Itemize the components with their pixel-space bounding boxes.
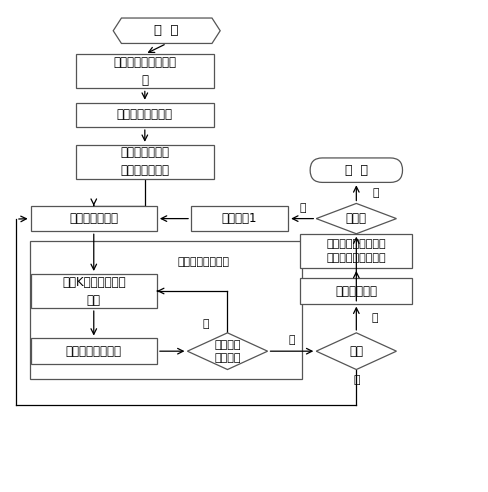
Bar — [75, 145, 214, 179]
Text: 是: 是 — [371, 313, 377, 323]
Bar — [30, 206, 157, 231]
Text: 是: 是 — [372, 188, 378, 198]
Text: 堆芯核热耦合迭代: 堆芯核热耦合迭代 — [177, 257, 229, 267]
Text: 否: 否 — [202, 319, 208, 329]
Text: 执行K次堆芯中子学
计算: 执行K次堆芯中子学 计算 — [62, 276, 125, 307]
Bar — [300, 234, 411, 268]
Text: 否: 否 — [352, 375, 359, 385]
Text: 计算组件不同燃耗工
况: 计算组件不同燃耗工 况 — [113, 56, 176, 87]
Bar — [30, 274, 157, 308]
Bar — [75, 54, 214, 89]
Text: 燃耗步加1: 燃耗步加1 — [222, 212, 257, 225]
Polygon shape — [187, 333, 267, 369]
Bar — [300, 278, 411, 304]
Text: 执行燃耗计算: 执行燃耗计算 — [335, 284, 377, 298]
Bar — [30, 338, 157, 364]
Text: 执行截面拟合处理: 执行截面拟合处理 — [117, 108, 172, 122]
FancyBboxPatch shape — [309, 158, 402, 183]
Text: 临界: 临界 — [348, 345, 363, 358]
Bar — [30, 241, 301, 379]
Text: 根据最大功率分布计
算最大包壳壁面温度: 根据最大功率分布计 算最大包壳壁面温度 — [326, 239, 386, 263]
Text: 结  束: 结 束 — [344, 164, 367, 177]
Text: 初始控制棒棒位
初始水密度分布: 初始控制棒棒位 初始水密度分布 — [120, 146, 169, 177]
Text: 执行热工水力计算: 执行热工水力计算 — [66, 345, 122, 358]
Text: 调整控制棒位置: 调整控制棒位置 — [69, 212, 118, 225]
Bar — [75, 103, 214, 127]
Text: 功率密度
分布收敛: 功率密度 分布收敛 — [214, 339, 240, 363]
Text: 是: 是 — [288, 336, 295, 345]
Text: 寿期末: 寿期末 — [345, 212, 366, 225]
Text: 开  始: 开 始 — [154, 24, 179, 37]
Text: 否: 否 — [298, 203, 305, 213]
Polygon shape — [316, 203, 396, 234]
Polygon shape — [113, 18, 220, 43]
Bar — [191, 206, 287, 231]
Polygon shape — [316, 333, 396, 369]
